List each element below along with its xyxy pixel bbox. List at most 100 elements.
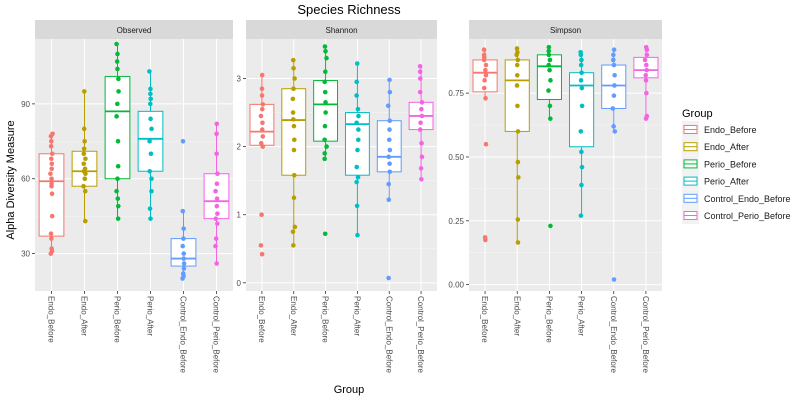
data-point bbox=[386, 181, 392, 187]
x-tick-label: Endo_Before bbox=[47, 296, 56, 343]
legend-label: Control_Perio_Before bbox=[704, 211, 791, 221]
panel-background bbox=[246, 39, 437, 291]
x-tick-label: Perio_After bbox=[146, 296, 155, 336]
data-point bbox=[323, 100, 328, 105]
data-point bbox=[386, 275, 391, 281]
legend-item: Control_Endo_Before bbox=[682, 189, 791, 207]
data-point bbox=[514, 72, 520, 78]
data-point bbox=[483, 95, 488, 101]
data-point bbox=[48, 231, 54, 236]
data-point bbox=[114, 41, 119, 47]
data-point bbox=[258, 243, 264, 248]
data-point bbox=[291, 147, 297, 153]
box-endo-before bbox=[472, 47, 498, 243]
facet-strip bbox=[35, 20, 233, 39]
y-tick-label: 2 bbox=[237, 143, 242, 152]
data-point bbox=[81, 151, 87, 157]
data-point bbox=[181, 256, 187, 261]
data-point bbox=[291, 195, 297, 200]
y-tick-label: 1 bbox=[237, 211, 242, 220]
data-point bbox=[548, 78, 553, 83]
box-iqr bbox=[104, 75, 131, 180]
data-point bbox=[181, 261, 187, 266]
data-point bbox=[213, 243, 218, 249]
data-point bbox=[515, 240, 521, 245]
data-point bbox=[612, 83, 617, 88]
data-point bbox=[49, 161, 55, 167]
data-point bbox=[514, 83, 520, 88]
box-control-endo-before bbox=[376, 77, 402, 281]
legend-item: Perio_After bbox=[682, 172, 749, 190]
data-point bbox=[387, 161, 392, 166]
legend-item: Control_Perio_Before bbox=[682, 207, 791, 224]
data-point bbox=[116, 89, 121, 94]
data-point bbox=[481, 52, 487, 58]
data-point bbox=[148, 116, 153, 122]
data-point bbox=[644, 67, 649, 73]
y-tick-label: 0.00 bbox=[448, 281, 464, 290]
data-point bbox=[114, 59, 120, 64]
data-point bbox=[215, 211, 220, 216]
legend-label: Control_Endo_Before bbox=[704, 194, 791, 204]
data-point bbox=[147, 69, 152, 74]
panel-simpson: Simpson 0.00 0.25 0.50 0.75 Endo_Before Endo_A… bbox=[448, 20, 662, 373]
data-point bbox=[547, 103, 553, 109]
data-point bbox=[417, 89, 423, 95]
data-point bbox=[322, 79, 327, 85]
legend-label: Perio_After bbox=[704, 177, 749, 187]
data-point bbox=[114, 114, 119, 119]
data-point bbox=[214, 121, 220, 127]
data-point bbox=[354, 164, 360, 170]
data-point bbox=[354, 79, 360, 85]
box-iqr bbox=[633, 56, 659, 79]
facet-strip bbox=[246, 20, 437, 39]
data-point bbox=[213, 216, 219, 221]
data-point bbox=[322, 44, 328, 49]
box-iqr bbox=[203, 173, 230, 220]
data-point bbox=[180, 271, 186, 276]
data-point bbox=[547, 57, 553, 63]
data-point bbox=[611, 52, 616, 58]
data-point bbox=[546, 52, 552, 58]
data-point bbox=[417, 76, 423, 81]
data-point bbox=[259, 72, 265, 78]
data-point bbox=[482, 235, 488, 240]
box-control-perio-before bbox=[633, 44, 659, 121]
data-point bbox=[180, 208, 186, 214]
data-point bbox=[546, 88, 551, 93]
box-perio-before bbox=[536, 44, 562, 229]
facet-strip-label: Observed bbox=[117, 26, 152, 35]
data-point bbox=[322, 89, 328, 95]
data-point bbox=[355, 232, 360, 238]
data-point bbox=[419, 100, 425, 105]
data-point bbox=[611, 47, 617, 53]
data-point bbox=[579, 57, 584, 63]
panel-observed: Observed 30 60 90 Endo_Before Endo_After Perio… bbox=[21, 20, 233, 373]
y-tick-label: 90 bbox=[21, 100, 30, 109]
data-point bbox=[50, 131, 55, 137]
data-point bbox=[642, 57, 648, 63]
data-point bbox=[387, 147, 393, 153]
legend-item: Perio_Before bbox=[682, 155, 757, 173]
data-point bbox=[147, 206, 153, 211]
data-point bbox=[148, 96, 154, 102]
data-point bbox=[291, 123, 297, 129]
data-point bbox=[148, 86, 153, 92]
data-point bbox=[515, 159, 521, 165]
data-point bbox=[643, 78, 649, 83]
data-point bbox=[290, 96, 296, 102]
data-point bbox=[114, 188, 119, 194]
data-point bbox=[355, 106, 361, 112]
data-point bbox=[115, 101, 120, 107]
data-point bbox=[49, 138, 54, 144]
data-point bbox=[644, 113, 650, 119]
data-point bbox=[323, 48, 328, 54]
data-point bbox=[181, 251, 187, 256]
data-point bbox=[259, 93, 265, 98]
box-endo-after bbox=[504, 46, 530, 245]
data-point bbox=[213, 236, 219, 241]
box-endo-after bbox=[281, 57, 307, 248]
data-point bbox=[578, 49, 583, 55]
